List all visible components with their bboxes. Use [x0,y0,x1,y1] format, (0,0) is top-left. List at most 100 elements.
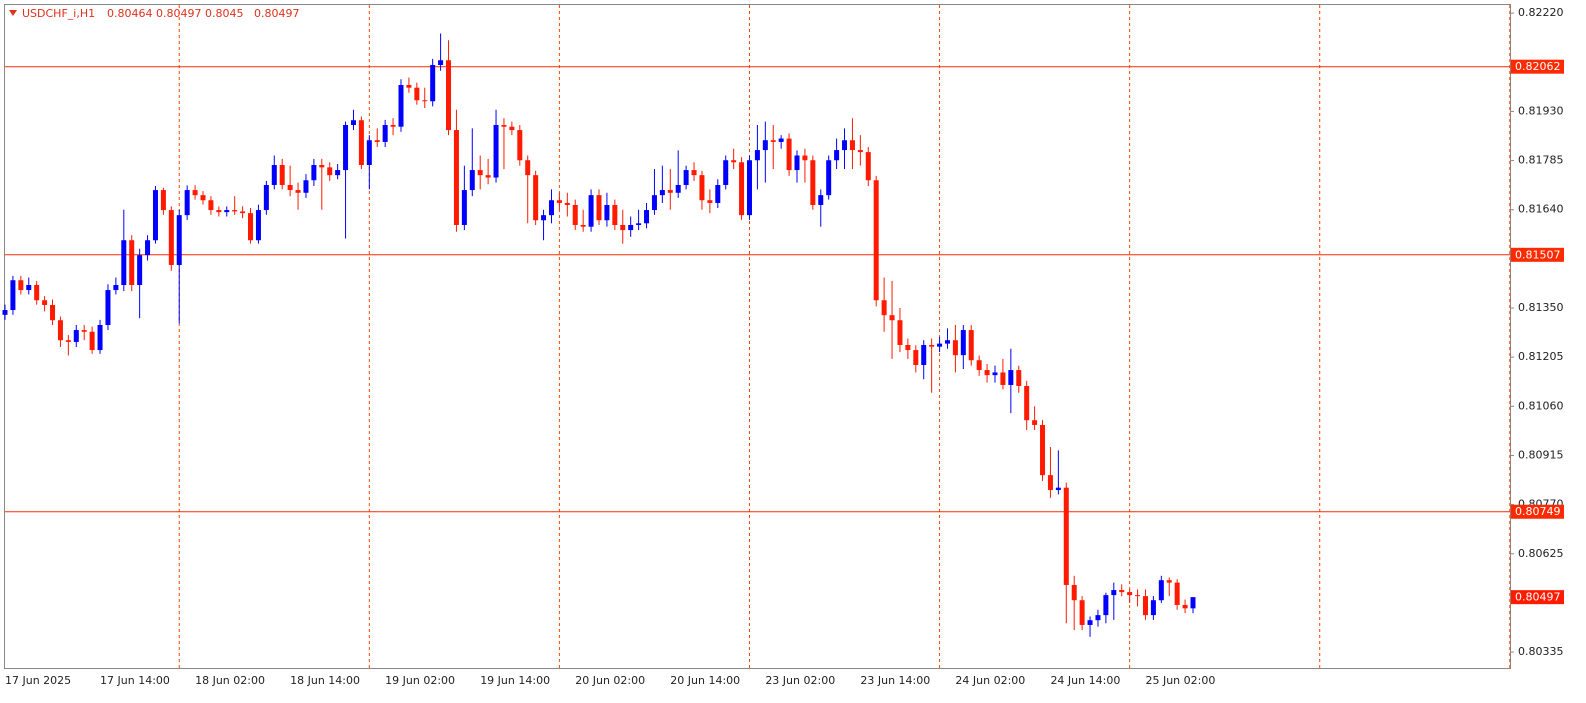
candle-body [644,210,650,224]
candle-body [881,300,887,316]
candle-body [525,160,531,176]
candle-body [826,160,832,196]
y-tick-label: 0.80915 [1518,448,1564,461]
candle-body [572,204,578,225]
candle-body [960,330,966,356]
candle-body [636,223,642,225]
x-tick-label: 17 Jun 2025 [5,674,71,687]
x-tick-label: 17 Jun 14:00 [100,674,170,687]
candle-body [739,162,745,216]
candle-body [889,315,895,321]
candle-body [192,190,198,196]
candle-body [1142,596,1148,616]
candle-body [849,140,855,151]
candle-body [1000,372,1006,385]
candle-body [1127,592,1133,596]
candle-body [279,164,285,185]
candle-body [842,140,848,151]
y-tick-label: 0.81785 [1518,154,1564,167]
candle-body [818,195,824,205]
candle-body [667,190,673,193]
candle-body [287,184,293,191]
candle-body [1103,595,1109,616]
x-tick-label: 20 Jun 02:00 [575,674,645,687]
candle-body [834,150,840,161]
x-tick-label: 23 Jun 02:00 [765,674,835,687]
candle-body [905,344,911,351]
header-close: 0.80497 [254,7,300,20]
candle-body [34,284,40,301]
candle-body [810,160,816,205]
candle-body [929,344,935,347]
candle-body [533,175,539,221]
y-tick-label: 0.81930 [1518,104,1564,117]
header-low: 0.8045 [205,7,244,20]
candle-body [731,160,737,163]
candle-body [501,124,507,127]
candle-body [1055,487,1061,491]
x-tick-label: 20 Jun 14:00 [670,674,740,687]
candle-body [65,340,71,342]
candle-body [762,140,768,151]
price-label: 0.82062 [1515,60,1561,73]
candle-body [548,200,554,216]
candle-body [707,200,713,203]
candle-body [651,195,657,211]
header-open: 0.80464 [107,7,153,20]
candle-body [398,84,404,127]
candle-body [89,331,95,351]
candle-body [620,224,626,231]
candle-body [121,240,127,285]
candle-body [97,324,103,351]
candle-body [1047,475,1053,491]
header-icon [9,10,17,16]
candle-body [18,280,24,291]
candle-body [976,360,982,371]
candle-body [517,130,523,161]
marks [2,5,1511,668]
candle-body [786,138,792,171]
candle-body [683,170,689,185]
candle-body [327,167,333,176]
candle-body [944,340,950,344]
candle-body [675,184,681,193]
y-tick-label: 0.81350 [1518,301,1564,314]
x-tick-label: 18 Jun 14:00 [290,674,360,687]
candle-body [145,240,151,256]
candle-body [1135,595,1141,597]
candle-body [1016,370,1022,386]
candle-body [1087,620,1093,625]
candle-body [604,204,610,221]
x-tick-label: 23 Jun 14:00 [860,674,930,687]
candle-body [1079,600,1085,625]
candle-body [406,84,412,88]
x-tick-label: 18 Jun 02:00 [195,674,265,687]
candle-body [754,150,760,161]
candle-body [26,284,32,291]
candle-body [1111,590,1117,596]
candle-body [1158,580,1164,601]
y-tick-label: 0.81060 [1518,399,1564,412]
candle-body [335,170,341,176]
candle-body [715,184,721,203]
candle-body [596,195,602,221]
candle-body [374,140,380,142]
candle-body [1150,600,1156,616]
candle-body [430,64,436,102]
x-tick-label: 24 Jun 14:00 [1050,674,1120,687]
candle-body [628,224,634,231]
candle-body [952,340,958,356]
candle-body [992,372,998,376]
candle-body [10,280,16,311]
candle-body [2,310,8,315]
x-tick-label: 25 Jun 02:00 [1145,674,1215,687]
candle-body [612,204,618,225]
candle-body [232,210,238,212]
candle-body [446,60,452,131]
candle-body [200,195,206,201]
y-tick-label: 0.80335 [1518,645,1564,658]
candle-body [564,202,570,205]
candle-body [984,370,990,376]
